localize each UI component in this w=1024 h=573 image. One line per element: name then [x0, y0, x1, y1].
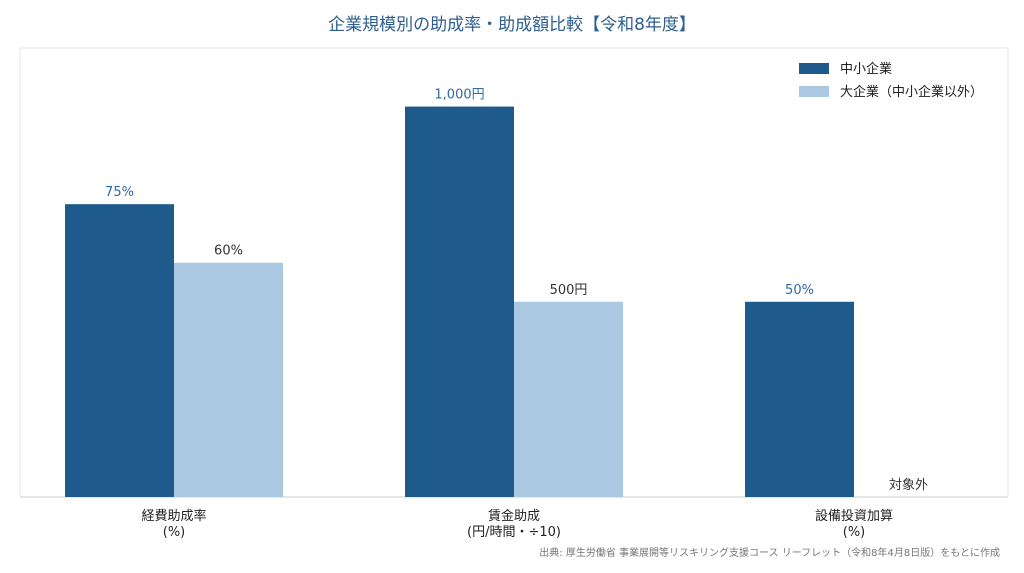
legend-swatch-sme [799, 63, 829, 74]
data-label-series0-cat1: 1,000円 [434, 88, 484, 103]
x-tick-label-2: 設備投資加算 [815, 508, 893, 524]
legend: 中小企業 大企業（中小企業以外） [799, 61, 983, 100]
x-tick-label-0: 経費助成率 [141, 508, 206, 524]
data-label-series0-cat2: 50% [785, 283, 814, 298]
x-tick-sublabel-2: (%) [843, 525, 866, 540]
data-label-series1-cat0: 60% [214, 244, 243, 259]
x-tick-sublabel-1: (円/時間・÷10) [467, 525, 561, 540]
x-tick-labels-group: 経費助成率(%)賃金助成(円/時間・÷10)設備投資加算(%) [141, 508, 893, 540]
bar-series0-cat1 [405, 106, 514, 497]
bar-series1-cat1 [514, 301, 623, 497]
x-tick-sublabel-0: (%) [163, 525, 186, 540]
bars-group [65, 106, 854, 497]
data-labels-group: 75% 60% 1,000円 500円 50% 対象外 [105, 88, 928, 493]
legend-label-large: 大企業（中小企業以外） [840, 84, 983, 100]
source-note: 出典: 厚生労働省 事業展開等リスキリング支援コース リーフレット（令和8年4月… [539, 546, 1000, 559]
data-label-series0-cat0: 75% [105, 185, 134, 200]
legend-label-sme: 中小企業 [840, 61, 892, 77]
legend-swatch-large [799, 86, 829, 97]
x-tick-label-1: 賃金助成 [488, 508, 540, 524]
data-label-series1-cat1: 500円 [550, 283, 588, 298]
chart-title: 企業規模別の助成率・助成額比較【令和8年度】 [328, 15, 696, 35]
data-label-series1-cat2: 対象外 [889, 478, 928, 493]
bar-series0-cat0 [65, 204, 174, 497]
bar-series1-cat0 [174, 262, 283, 497]
bar-series0-cat2 [745, 301, 854, 497]
